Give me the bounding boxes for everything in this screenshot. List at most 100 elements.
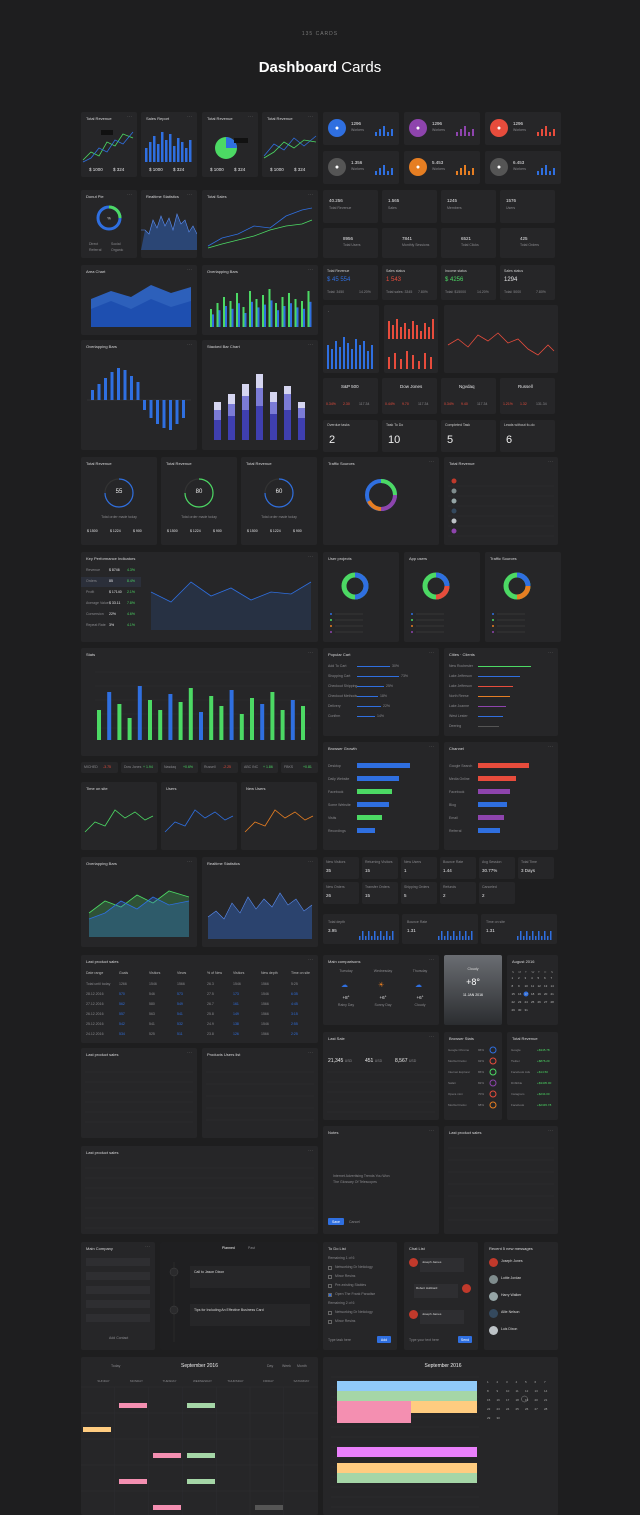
city-label: Lake Joanne: [449, 704, 470, 708]
svg-text:12: 12: [525, 1389, 529, 1393]
table-cell: 546: [149, 992, 155, 996]
kpi-label: Users: [506, 206, 516, 210]
table-cell: 24.9: [207, 1022, 214, 1026]
kpi-value: 40.256: [329, 198, 343, 203]
growth-label: Some Website: [328, 803, 351, 807]
add-contact-button[interactable]: Add Contact: [109, 1336, 129, 1340]
ticker-name: Nasdaq: [164, 765, 177, 769]
view-button: Week: [282, 1364, 291, 1368]
kpi-tile: 7841 Monthly Sessions: [382, 228, 437, 258]
table-cell: 1546: [261, 1022, 269, 1026]
ring-caption: Total order made today: [181, 515, 217, 519]
area-chart-card: Area Chart ···: [81, 265, 197, 335]
svg-text:24: 24: [525, 1000, 529, 1004]
task-title: Leads without fo-do: [504, 423, 535, 427]
ring-footer-value: $ 900: [133, 529, 142, 533]
svg-text:20: 20: [535, 1398, 539, 1402]
market-name: Dow Jones: [400, 384, 423, 389]
card-title: User projects: [328, 556, 352, 561]
kpi-label: Repeat Rate: [86, 623, 106, 627]
cart-bar: [357, 665, 390, 667]
donut-pie-card: Donut Pie ··· % Direct Social Referral Or…: [81, 190, 137, 258]
ticker-item: ABC INC + 1.86: [241, 762, 278, 773]
weather-photo-card: Cloudy +8° 11 JAN 2016: [444, 955, 502, 1025]
stat-grid-item: New Orders 26: [323, 882, 359, 904]
ring-caption: Total order made today: [101, 515, 137, 519]
task-tile: Overdue tasks 2: [323, 420, 378, 452]
mini-line-card: Time on site: [81, 782, 157, 850]
ticker-name: Russell: [204, 765, 216, 769]
stat-tile: ● 1296 Workers: [323, 112, 399, 145]
svg-text:20: 20: [544, 992, 548, 996]
todo-item: Pre-existing Stables: [335, 1283, 367, 1287]
chat-input[interactable]: Type your text here: [409, 1338, 439, 1342]
svg-text:30: 30: [497, 1416, 501, 1420]
market-v1: 0.34%: [326, 402, 336, 406]
ticker-name: Dow Jones: [124, 765, 142, 769]
ticker-value: + 1.94: [143, 765, 153, 769]
stat-grid-item: Transfer Orders 15: [362, 882, 398, 904]
chart-icon: ●: [490, 158, 508, 176]
session-value: 1.31: [486, 928, 495, 933]
svg-text:16: 16: [518, 992, 522, 996]
table-cell: 27.5: [207, 992, 214, 996]
todo-checkbox[interactable]: [328, 1283, 332, 1288]
table-cell: 573: [177, 992, 183, 996]
todo-checkbox[interactable]: [328, 1265, 332, 1270]
table-cell: 570: [119, 992, 125, 996]
table-cell: 562: [119, 1002, 125, 1006]
city-label: Deering: [449, 724, 462, 728]
ticker-name: MICHED: [84, 765, 98, 769]
svg-text:27: 27: [544, 1000, 548, 1004]
todo-checkbox[interactable]: [328, 1319, 332, 1324]
table-header: Goals: [119, 971, 129, 975]
table-cell: 1546: [149, 982, 157, 986]
weekday-label: SUNDAY: [97, 1379, 110, 1383]
stat-grid-item: Avg Session 30.77%: [479, 857, 515, 879]
stat-label: Bounce Rate: [443, 860, 464, 864]
table-cell: 2:55: [291, 1022, 298, 1026]
task-value: 2: [329, 434, 336, 446]
mini-line-card: New Users: [241, 782, 317, 850]
ticker-item: Nasdaq +0.6%: [161, 762, 198, 773]
svg-text:18: 18: [516, 1398, 520, 1402]
page-title: Dashboard Cards: [258, 59, 382, 76]
stat-label: Canceled: [482, 885, 497, 889]
send-button[interactable]: Send: [458, 1336, 472, 1343]
cities-card: Cities · Clients ··· New Rochester Lake Je…: [444, 648, 558, 736]
tile-change: 7.80%: [536, 290, 546, 294]
save-button[interactable]: Save: [328, 1218, 344, 1225]
message-sender: Lottie Jordan: [501, 1276, 522, 1280]
ring-caption: Total order made today: [261, 515, 297, 519]
popular-cart-card: Popular Cart ··· Add To Cart 30% Shopping C…: [323, 648, 439, 736]
tile-value: 1.356: [351, 160, 363, 165]
stat-grid-item: Returning Visitors 15: [362, 857, 398, 879]
todo-checkbox[interactable]: [328, 1274, 332, 1279]
chat-card: Chat List Type your text here Send Josep…: [404, 1242, 478, 1350]
svg-text:M: M: [519, 970, 522, 974]
today-button[interactable]: Today: [111, 1364, 121, 1368]
session-tile: Time on site 1.31: [481, 914, 557, 944]
tab-planned[interactable]: Planned: [222, 1246, 235, 1250]
todo-checkbox[interactable]: [328, 1292, 332, 1297]
channel-bar: [478, 815, 504, 820]
kpi-label: Sales: [388, 206, 397, 210]
revenue-tile: Income status $ 4256 Total: $15000 14.20%: [441, 265, 496, 300]
task-input[interactable]: Type task here: [328, 1338, 351, 1342]
browser-value: 92%: [478, 1059, 485, 1063]
card-title: Traffic Sources: [490, 556, 517, 561]
svg-text:22: 22: [487, 1407, 491, 1411]
tab-past[interactable]: Past: [248, 1246, 256, 1250]
stat-label: Refunds: [443, 885, 457, 889]
task-title: Completed Task: [445, 423, 471, 427]
svg-text:30: 30: [518, 1008, 522, 1012]
market-v2: 1.32: [520, 402, 527, 406]
cart-label: Add To Cart: [328, 664, 347, 668]
add-task-button[interactable]: Add: [377, 1336, 391, 1343]
todo-checkbox[interactable]: [328, 1310, 332, 1315]
chat-name: Joseph James: [422, 1260, 442, 1264]
city-label: West Lester: [449, 714, 468, 718]
cancel-button[interactable]: Cancel: [349, 1220, 360, 1224]
table-cell: 149: [233, 1012, 239, 1016]
kpi-label: Total Clicks: [461, 243, 479, 247]
